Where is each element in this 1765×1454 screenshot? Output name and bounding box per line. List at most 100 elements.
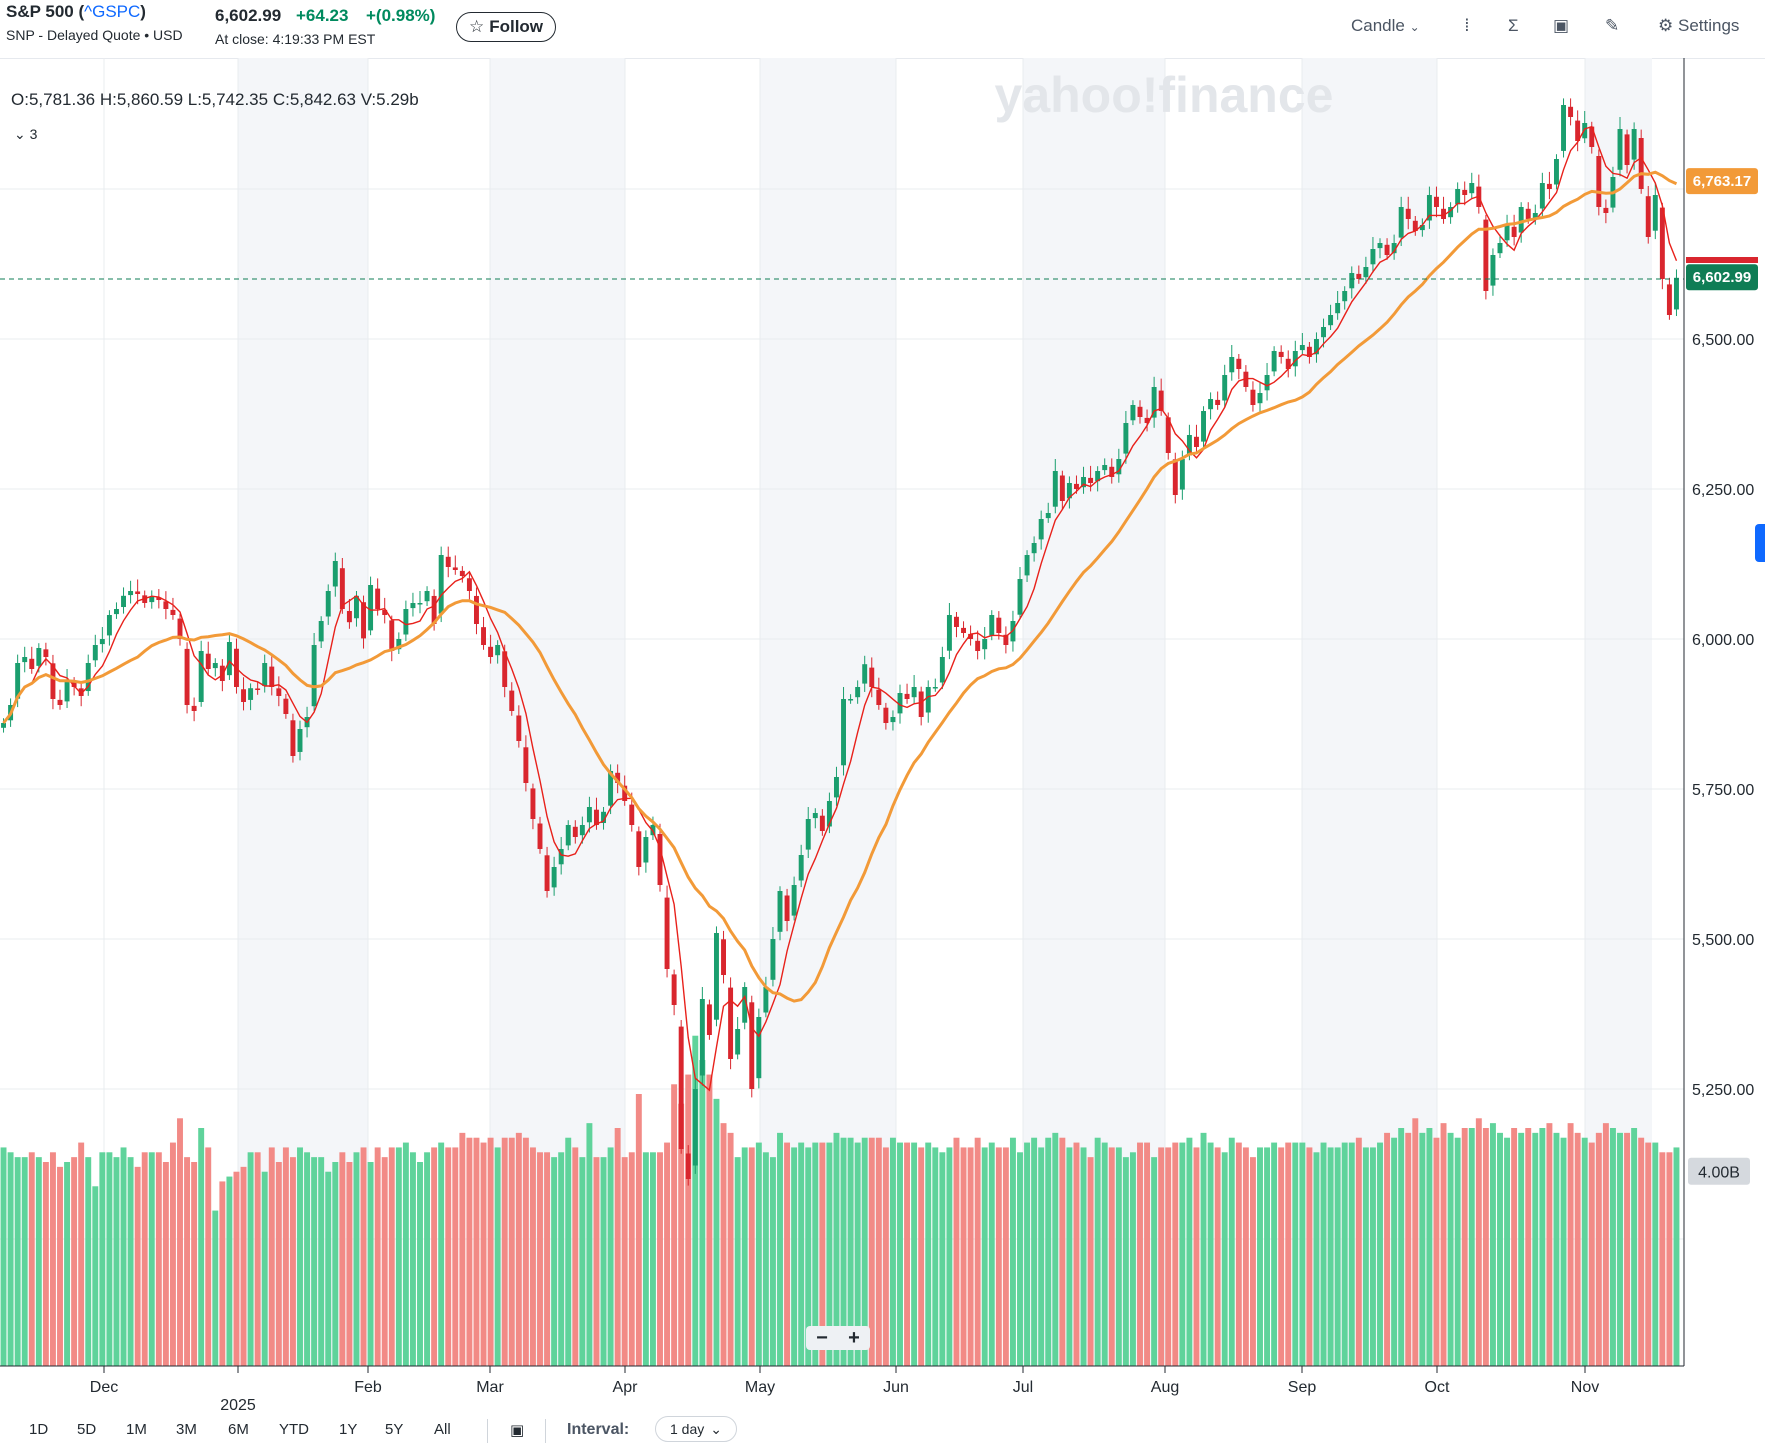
follow-button[interactable]: ☆ Follow [456, 12, 556, 42]
candle-body [523, 747, 529, 783]
candle-body [1490, 255, 1496, 286]
volume-bar [325, 1171, 332, 1366]
range-1y[interactable]: 1Y [339, 1421, 358, 1438]
volume-bar [226, 1176, 233, 1366]
volume-bar [1447, 1132, 1454, 1366]
settings-button[interactable]: ⚙ Settings [1658, 16, 1739, 36]
candle-body [332, 561, 338, 587]
range-1d[interactable]: 1D [29, 1421, 49, 1438]
range-3m[interactable]: 3M [176, 1421, 197, 1438]
candle-body [78, 688, 84, 696]
quote-title: S&P 500 (^GSPC) [6, 2, 146, 22]
volume-bar [1038, 1147, 1045, 1366]
volume-bar [600, 1157, 607, 1366]
y-tick-label: 5,750.00 [1692, 782, 1754, 799]
candle-body [1370, 249, 1376, 265]
zoom-in-button[interactable]: + [848, 1326, 860, 1349]
chevron-down-icon: ⌄ [1409, 20, 1420, 34]
chevron-down-icon: ⌄ [14, 126, 26, 142]
volume-bar [1638, 1137, 1645, 1366]
candle-body [149, 597, 155, 603]
price-chart[interactable]: yahoo!finance 6,500.00 6,250.00 6,000.00 5,… [0, 0, 1765, 1410]
candle-body [636, 831, 642, 867]
candle-body [657, 834, 663, 885]
volume-bar [311, 1157, 318, 1366]
volume-bar [1489, 1123, 1496, 1366]
candle-body [925, 687, 931, 713]
indicators-toggle[interactable]: ⌄ 3 [14, 126, 37, 143]
volume-bar [169, 1142, 176, 1366]
volume-bar [1172, 1142, 1179, 1366]
range-5d[interactable]: 5D [77, 1421, 97, 1438]
candle-body [558, 849, 564, 865]
indicators-icon[interactable]: Σ [1508, 16, 1519, 35]
price-tag-label: 6,602.99 [1693, 269, 1751, 286]
volume-bar [494, 1147, 501, 1366]
calendar-events-icon[interactable]: ▣ [1553, 16, 1570, 35]
range-5y[interactable]: 5Y [385, 1421, 404, 1438]
volume-bar [35, 1157, 42, 1366]
compare-icon[interactable]: ⦙ [1465, 16, 1469, 35]
candle-body [438, 555, 444, 614]
candle-body [297, 729, 303, 752]
volume-bar [614, 1128, 621, 1366]
volume-bar [1405, 1132, 1412, 1366]
volume-bar [861, 1137, 868, 1366]
candle-body [1215, 399, 1221, 405]
candle-body [1511, 226, 1517, 237]
side-panel-toggle[interactable] [1755, 524, 1765, 562]
interval-select[interactable]: 1 day ⌄ [655, 1416, 737, 1442]
candle-body [565, 825, 571, 846]
zoom-out-button[interactable]: − [816, 1326, 828, 1349]
volume-bar [134, 1166, 141, 1366]
volume-bar [664, 1142, 671, 1366]
volume-bar [318, 1157, 325, 1366]
candle-body [71, 681, 77, 687]
candle-body [1603, 207, 1609, 213]
volume-bar [741, 1147, 748, 1366]
range-ytd[interactable]: YTD [279, 1421, 309, 1438]
month-band [1023, 58, 1165, 1366]
volume-bar [289, 1157, 296, 1366]
volume-bar [897, 1142, 903, 1366]
volume-bar [678, 1103, 685, 1366]
volume-bar [388, 1147, 395, 1366]
volume-bar [1122, 1157, 1129, 1366]
candle-body [64, 681, 70, 702]
volume-bar [572, 1147, 579, 1366]
volume-bar [1292, 1142, 1299, 1366]
candle-body [382, 609, 388, 615]
candle-body [1525, 208, 1531, 219]
candle-body [735, 1029, 741, 1055]
candle-body [184, 648, 190, 705]
volume-bar [332, 1162, 339, 1366]
candle-body [85, 663, 91, 692]
range-6m[interactable]: 6M [228, 1421, 249, 1438]
volume-bar [1369, 1147, 1376, 1366]
ticker-symbol[interactable]: ^GSPC [84, 2, 141, 21]
range-1m[interactable]: 1M [126, 1421, 147, 1438]
volume-bar [1433, 1137, 1440, 1366]
y-tick-label: 6,250.00 [1692, 482, 1754, 499]
volume-bar [191, 1162, 198, 1366]
candle-body [509, 690, 515, 711]
volume-bar [339, 1152, 346, 1366]
ma-long-line [2, 170, 1678, 1003]
volume-bar [1384, 1132, 1391, 1366]
draw-pencil-icon[interactable]: ✎ [1605, 16, 1620, 35]
volume-bar [304, 1152, 311, 1366]
volume-bar [346, 1162, 353, 1366]
volume-bar [28, 1152, 35, 1366]
volume-bar [1518, 1132, 1525, 1366]
x-tick-label: Nov [1571, 1379, 1599, 1396]
date-range-calendar-icon[interactable]: ▣ [510, 1422, 525, 1439]
candle-body [918, 691, 924, 717]
candle-body [262, 663, 268, 686]
volume-bar [889, 1137, 896, 1366]
chart-type-selector[interactable]: Candle ⌄ [1351, 16, 1420, 36]
volume-bar [1235, 1142, 1242, 1366]
candle-body [643, 837, 649, 863]
volume-bar [261, 1171, 268, 1366]
volume-bar [374, 1147, 381, 1366]
range-all[interactable]: All [434, 1421, 451, 1438]
